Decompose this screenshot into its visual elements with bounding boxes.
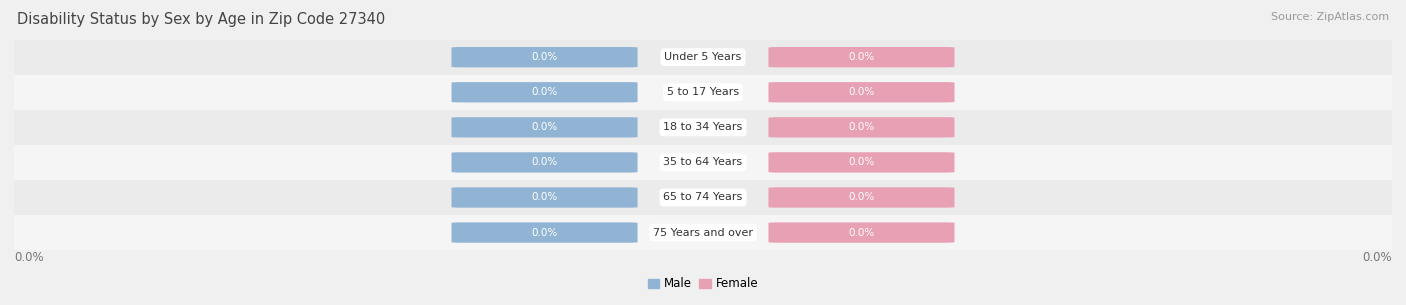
FancyBboxPatch shape (14, 40, 1392, 75)
Legend: Male, Female: Male, Female (648, 278, 758, 290)
FancyBboxPatch shape (14, 75, 1392, 110)
FancyBboxPatch shape (769, 222, 955, 243)
FancyBboxPatch shape (451, 82, 637, 102)
FancyBboxPatch shape (769, 82, 955, 102)
Text: 0.0%: 0.0% (848, 192, 875, 203)
Text: 35 to 64 Years: 35 to 64 Years (664, 157, 742, 167)
Text: 0.0%: 0.0% (848, 52, 875, 62)
FancyBboxPatch shape (14, 110, 1392, 145)
FancyBboxPatch shape (769, 187, 955, 208)
Text: 0.0%: 0.0% (848, 157, 875, 167)
Text: 0.0%: 0.0% (531, 157, 558, 167)
Text: 0.0%: 0.0% (14, 251, 44, 264)
Text: 65 to 74 Years: 65 to 74 Years (664, 192, 742, 203)
FancyBboxPatch shape (769, 152, 955, 173)
Text: Source: ZipAtlas.com: Source: ZipAtlas.com (1271, 12, 1389, 22)
Text: Under 5 Years: Under 5 Years (665, 52, 741, 62)
FancyBboxPatch shape (769, 117, 955, 138)
Text: 0.0%: 0.0% (848, 122, 875, 132)
FancyBboxPatch shape (451, 187, 637, 208)
Text: 0.0%: 0.0% (1362, 251, 1392, 264)
Text: 0.0%: 0.0% (531, 52, 558, 62)
FancyBboxPatch shape (14, 145, 1392, 180)
Text: 0.0%: 0.0% (531, 192, 558, 203)
Text: 0.0%: 0.0% (848, 228, 875, 238)
Text: 0.0%: 0.0% (848, 87, 875, 97)
FancyBboxPatch shape (14, 180, 1392, 215)
Text: 0.0%: 0.0% (531, 228, 558, 238)
FancyBboxPatch shape (14, 215, 1392, 250)
Text: 0.0%: 0.0% (531, 87, 558, 97)
Text: 75 Years and over: 75 Years and over (652, 228, 754, 238)
FancyBboxPatch shape (451, 117, 637, 138)
FancyBboxPatch shape (769, 47, 955, 67)
FancyBboxPatch shape (451, 152, 637, 173)
Text: 5 to 17 Years: 5 to 17 Years (666, 87, 740, 97)
Text: Disability Status by Sex by Age in Zip Code 27340: Disability Status by Sex by Age in Zip C… (17, 12, 385, 27)
Text: 18 to 34 Years: 18 to 34 Years (664, 122, 742, 132)
FancyBboxPatch shape (451, 47, 637, 67)
Text: 0.0%: 0.0% (531, 122, 558, 132)
FancyBboxPatch shape (451, 222, 637, 243)
